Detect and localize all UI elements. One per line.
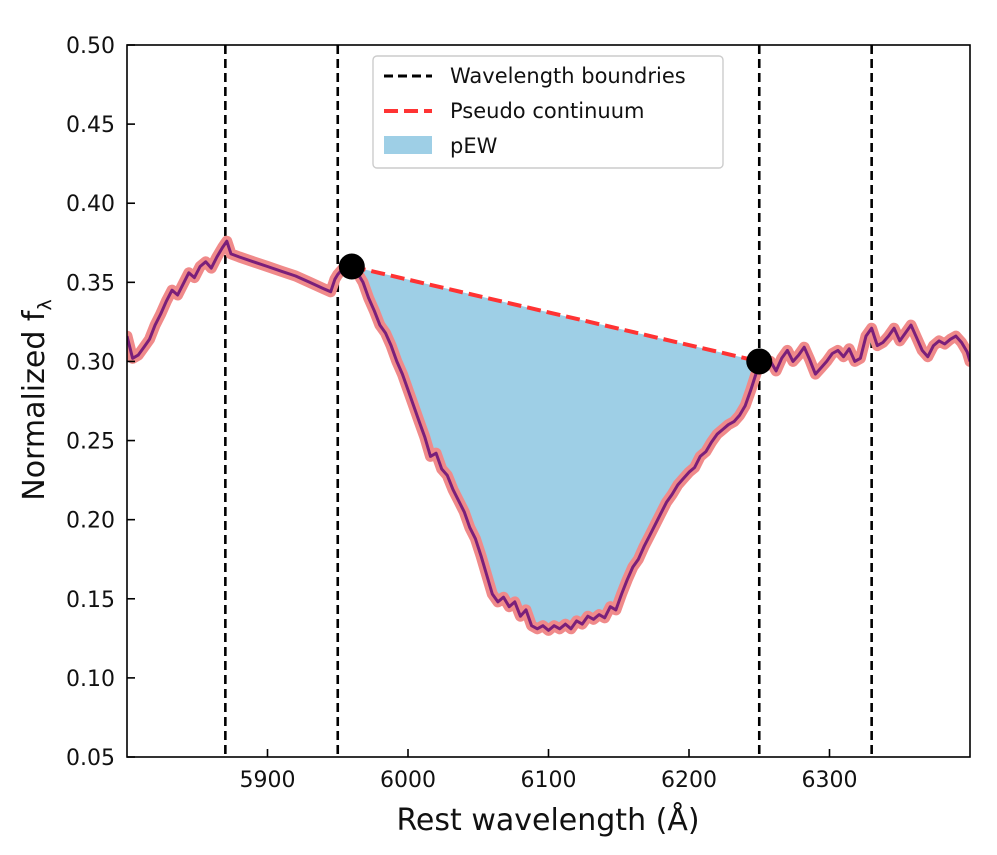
y-tick-label: 0.40 (66, 192, 115, 217)
legend: Wavelength boundries Pseudo continuum pE… (372, 55, 724, 169)
x-tick-label: 6100 (521, 768, 577, 793)
continuum-endpoint-marker (338, 253, 365, 280)
legend-label-boundaries: Wavelength boundries (450, 64, 686, 88)
pseudo-continuum-line (351, 264, 760, 364)
spectrum-line (127, 239, 970, 632)
data-layer (127, 45, 970, 757)
legend-label-continuum: Pseudo continuum (450, 99, 644, 123)
x-tick-label: 5900 (240, 768, 296, 793)
y-axis-title: Normalized fλ (17, 299, 56, 500)
y-tick-label: 0.50 (66, 34, 115, 59)
x-tick-label: 6300 (802, 768, 858, 793)
y-tick-label: 0.15 (66, 588, 115, 613)
continuum-endpoint-marker (746, 348, 773, 375)
legend-box (372, 55, 724, 169)
pew-fill-area (351, 266, 760, 631)
y-tick-label: 0.25 (66, 430, 115, 455)
legend-swatch-pew (384, 136, 432, 154)
x-tick-label: 6000 (380, 768, 436, 793)
y-tick-label: 0.10 (66, 667, 115, 692)
continuum-endpoints (338, 253, 773, 375)
y-axis-title-main: Normalized f (17, 309, 52, 501)
y-axis-ticks: 0.05 0.10 0.15 0.20 0.25 0.30 0.35 0.40 0.45 0.50 (66, 34, 135, 771)
legend-label-pew: pEW (450, 134, 498, 158)
x-axis-ticks: 5900 6000 6100 6200 6300 (240, 749, 858, 793)
y-tick-label: 0.20 (66, 509, 115, 534)
y-tick-label: 0.30 (66, 350, 115, 375)
x-axis-title: Rest wavelength (Å) (396, 802, 699, 838)
x-tick-label: 6200 (661, 768, 717, 793)
y-tick-label: 0.45 (66, 113, 115, 138)
wavelength-boundaries (224, 45, 873, 757)
y-axis-title-subscript: λ (34, 299, 56, 310)
y-tick-label: 0.05 (66, 746, 115, 771)
y-tick-label: 0.35 (66, 271, 115, 296)
